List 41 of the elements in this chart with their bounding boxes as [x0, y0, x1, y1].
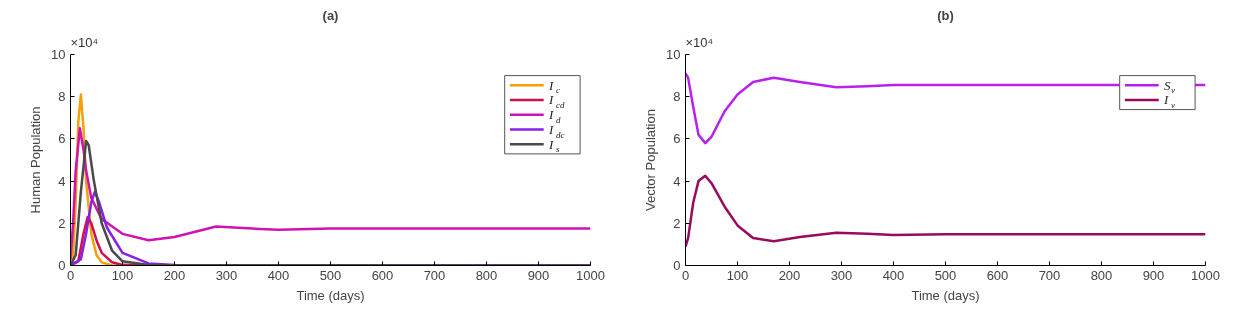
- y-tick-label: 10: [51, 47, 66, 62]
- text: ×10⁴: [70, 34, 99, 50]
- x-tick-label: 200: [778, 267, 801, 283]
- x-tick-label: 700: [1038, 267, 1061, 283]
- x-tick-label: 1000: [1191, 267, 1220, 283]
- x-tick-label: 100: [726, 267, 749, 283]
- y-axis-title: Human Population: [28, 106, 44, 214]
- text: ×10⁴: [685, 34, 714, 50]
- x-tick-label: 500: [319, 267, 342, 283]
- y-tick-label: 2: [58, 215, 66, 231]
- y-tick-label: 2: [673, 215, 681, 231]
- y-tick-label: 8: [58, 89, 66, 105]
- chart-title: (a): [322, 7, 339, 23]
- y-tick-label: 4: [58, 173, 66, 189]
- x-tick-label: 100: [111, 267, 134, 283]
- x-axis-title: Time (days): [296, 287, 365, 303]
- x-tick-label: 400: [267, 267, 290, 283]
- y-tick-label: 6: [58, 131, 66, 147]
- x-tick-label: 900: [1142, 267, 1165, 283]
- x-tick-label: 600: [986, 267, 1009, 283]
- y-axis-title: Vector Population: [643, 109, 659, 211]
- y-tick-label: 6: [673, 131, 681, 147]
- x-tick-label: 400: [882, 267, 905, 283]
- x-tick-label: 300: [830, 267, 853, 283]
- x-tick-label: 700: [423, 267, 446, 283]
- x-tick-label: 800: [1090, 267, 1113, 283]
- legend-label: Id: [547, 107, 561, 125]
- y-tick-label: 8: [673, 89, 681, 105]
- y-tick-label: 4: [673, 173, 681, 189]
- x-tick-label: 1000: [576, 267, 605, 283]
- x-tick-label: 800: [475, 267, 498, 283]
- x-tick-label: 600: [371, 267, 394, 283]
- legend-label: Iv: [1162, 92, 1175, 110]
- x-axis-title: Time (days): [911, 287, 980, 303]
- y-tick-label: 10: [666, 47, 681, 62]
- x-tick-label: 300: [215, 267, 238, 283]
- x-tick-label: 900: [527, 267, 550, 283]
- legend-label: Idc: [547, 122, 565, 140]
- x-tick-label: 200: [163, 267, 186, 283]
- x-tick-label: 500: [934, 267, 957, 283]
- chart-title: (b): [937, 7, 954, 23]
